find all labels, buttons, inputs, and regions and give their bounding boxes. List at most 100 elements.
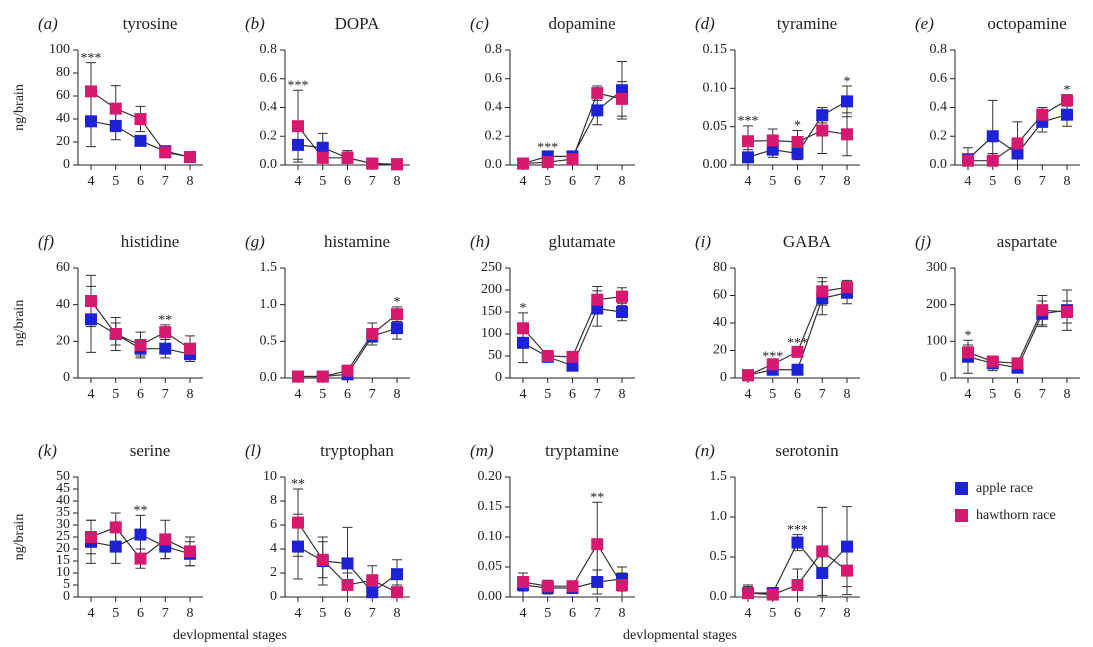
marker — [841, 95, 853, 108]
y-tick-label: 50 — [488, 348, 502, 363]
x-tick-label: 8 — [619, 387, 626, 402]
x-tick-label: 7 — [162, 174, 169, 189]
marker — [109, 521, 122, 534]
x-tick-label: 4 — [520, 387, 527, 402]
y-tick-label: 0.10 — [478, 529, 503, 544]
y-tick-label: 40 — [56, 111, 70, 126]
marker — [517, 576, 529, 588]
y-tick-label: 60 — [56, 88, 70, 103]
series-line — [522, 296, 623, 358]
y-tick-label: 50 — [56, 469, 70, 484]
x-tick-label: 4 — [745, 387, 752, 402]
marker — [816, 567, 829, 579]
marker — [184, 545, 196, 558]
y-tick-label: 0.0 — [260, 157, 278, 172]
x-tick-label: 6 — [344, 606, 351, 621]
y-tick-label: 0.6 — [485, 71, 503, 86]
x-tick-label: 4 — [745, 174, 752, 189]
y-tick-label: 5 — [63, 577, 70, 592]
panel-title: DOPA — [335, 14, 380, 33]
marker — [591, 538, 604, 551]
x-tick-label: 5 — [989, 174, 996, 189]
x-tick-label: 8 — [394, 387, 401, 402]
significance: ** — [158, 313, 172, 328]
panel-label: (a) — [38, 14, 58, 33]
x-tick-label: 8 — [844, 606, 851, 621]
y-tick-label: 60 — [713, 288, 727, 303]
panel-label: (d) — [695, 14, 715, 33]
marker — [316, 151, 329, 164]
marker — [816, 124, 829, 137]
x-tick-label: 5 — [544, 174, 551, 189]
x-tick-label: 4 — [295, 387, 302, 402]
y-tick-label: 40 — [56, 297, 70, 312]
x-tick-label: 5 — [769, 606, 776, 621]
x-tick-label: 8 — [394, 174, 401, 189]
significance: * — [394, 295, 401, 310]
y-tick-label: 10 — [263, 469, 277, 484]
marker — [159, 146, 172, 159]
significance: * — [844, 74, 851, 89]
y-tick-label: 20 — [56, 134, 70, 149]
marker — [134, 134, 147, 147]
y-tick-label: 0.20 — [478, 469, 503, 484]
x-tick-label: 6 — [794, 174, 801, 189]
marker — [366, 586, 379, 599]
y-tick-label: 20 — [56, 334, 70, 349]
x-tick-label: 8 — [187, 174, 194, 189]
x-axis-label: devlopmental stages — [173, 628, 287, 643]
marker — [391, 322, 403, 335]
panel-label: (m) — [470, 441, 494, 460]
x-tick-label: 6 — [344, 387, 351, 402]
x-tick-label: 4 — [965, 387, 972, 402]
panel-title: aspartate — [997, 232, 1057, 251]
y-tick-label: 30 — [56, 517, 70, 532]
x-tick-label: 5 — [112, 174, 119, 189]
marker — [134, 528, 147, 541]
x-axis-label: devlopmental stages — [623, 628, 737, 643]
marker — [841, 281, 853, 294]
marker — [341, 151, 354, 164]
y-tick-label: 60 — [56, 260, 70, 275]
y-tick-label: 80 — [713, 260, 727, 275]
significance: *** — [762, 350, 783, 365]
x-tick-label: 8 — [394, 606, 401, 621]
y-tick-label: 0 — [495, 370, 502, 385]
marker — [591, 87, 604, 100]
marker — [109, 540, 122, 553]
panel-label: (l) — [245, 441, 261, 460]
x-tick-label: 4 — [745, 606, 752, 621]
y-tick-label: 100 — [926, 334, 947, 349]
marker — [791, 147, 804, 160]
x-tick-label: 6 — [137, 174, 144, 189]
legend-label: hawthorn race — [976, 508, 1056, 523]
y-tick-label: 1.5 — [260, 260, 278, 275]
panel-label: (j) — [915, 232, 931, 251]
y-tick-label: 0.4 — [485, 100, 503, 115]
panel-title: tyrosine — [123, 14, 178, 33]
marker — [742, 587, 754, 599]
y-tick-label: 0.00 — [478, 589, 503, 604]
x-tick-label: 4 — [88, 606, 95, 621]
legend-swatch — [955, 509, 968, 522]
panel-title: dopamine — [548, 14, 615, 33]
y-tick-label: 0.2 — [260, 128, 278, 143]
marker — [517, 322, 529, 335]
y-tick-label: 0.2 — [485, 128, 503, 143]
panel-title: tryptophan — [320, 441, 394, 460]
significance: *** — [738, 114, 759, 129]
marker — [616, 579, 628, 591]
marker — [1061, 108, 1073, 121]
x-tick-label: 4 — [520, 606, 527, 621]
x-tick-label: 7 — [819, 387, 826, 402]
y-tick-label: 1.5 — [710, 469, 728, 484]
marker — [616, 306, 628, 318]
x-tick-label: 7 — [594, 387, 601, 402]
marker — [109, 119, 122, 132]
significance: *** — [537, 140, 558, 155]
y-tick-label: 200 — [481, 282, 502, 297]
marker — [841, 564, 853, 577]
y-tick-label: 0 — [63, 157, 70, 172]
y-tick-label: 200 — [926, 297, 947, 312]
